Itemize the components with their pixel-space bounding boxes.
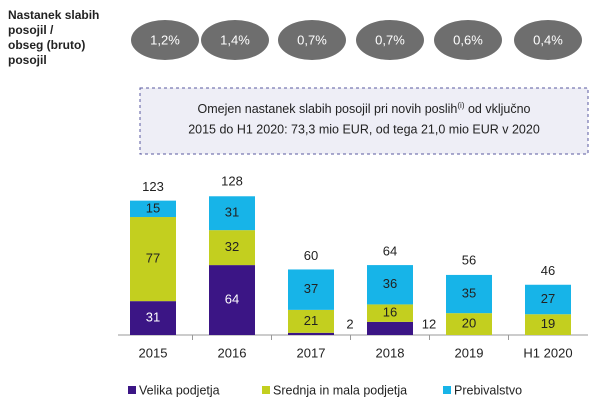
ratio-label: Nastanek slabih posojil / obseg (bruto) … (8, 8, 99, 67)
annotation: 2015 do H1 2020: 73,3 mio EUR, od tega 2… (188, 122, 540, 136)
x-tick-label: 2018 (376, 345, 405, 360)
bar-total: 46 (541, 263, 555, 278)
x-tick-label: 2015 (139, 345, 168, 360)
ratio-label-line: posojil / (8, 23, 54, 37)
annotation-text: Omejen nastanek slabih posojil pri novih… (198, 102, 458, 116)
ratio-ellipse (514, 20, 582, 60)
bar-value-label: 27 (541, 291, 555, 306)
bar-value-label: 12 (422, 316, 436, 331)
bar-value-label: 20 (462, 316, 476, 331)
ratio-ellipse (356, 20, 424, 60)
legend-label: Srednja in mala podjetja (273, 383, 407, 397)
bar-total: 56 (462, 252, 476, 267)
bar-segment (288, 269, 334, 310)
bar-segment (130, 301, 176, 335)
annotation: Omejen nastanek slabih posojil pri novih… (198, 101, 531, 116)
bar-segment (130, 217, 176, 302)
ratio-value: 1,2% (150, 32, 180, 47)
legend-label: Velika podjetja (139, 383, 220, 397)
ratio-value: 1,4% (220, 32, 250, 47)
bar-segment (367, 304, 413, 322)
legend-label: Prebivalstvo (454, 383, 522, 397)
legend-swatch (128, 386, 136, 394)
bar-value-label: 21 (304, 313, 318, 328)
bar-value-label: 32 (225, 239, 239, 254)
bar-segment (288, 309, 334, 333)
x-tick-label: H1 2020 (523, 345, 572, 360)
bar-value-label: 19 (541, 316, 555, 331)
bar-value-label: 64 (225, 291, 239, 306)
bar-value-label: 37 (304, 281, 318, 296)
bar-segment (525, 314, 571, 335)
ratio-value: 0,7% (375, 32, 405, 47)
ratio-ellipse (278, 20, 346, 60)
bar-segment (367, 265, 413, 305)
bar-segment (209, 196, 255, 231)
annotation-sup: (i) (457, 101, 464, 110)
ratio-label-line: Nastanek slabih (8, 8, 99, 22)
annotation-box (139, 87, 589, 155)
bar-segment (288, 332, 334, 335)
ratio-value: 0,6% (453, 32, 483, 47)
bar-segment (130, 200, 176, 218)
bar-value-label: 16 (383, 305, 397, 320)
ratio-ellipse (131, 20, 199, 60)
x-tick-label: 2016 (218, 345, 247, 360)
bar-value-label: 15 (146, 200, 160, 215)
ratio-value: 0,4% (533, 32, 563, 47)
bar-value-label: 2 (346, 316, 353, 331)
bar-segment (525, 284, 571, 315)
ratio-value: 0,7% (297, 32, 327, 47)
bar-segment (209, 265, 255, 335)
legend-swatch (262, 386, 270, 394)
ratio-label-line: posojil (8, 53, 47, 67)
bar-segment (209, 230, 255, 266)
bar-value-label: 31 (146, 310, 160, 325)
bar-segment (367, 321, 413, 335)
bar-total: 64 (383, 244, 397, 259)
bar-value-label: 36 (383, 276, 397, 291)
bar-value-label: 77 (146, 251, 160, 266)
bar-segment (446, 274, 492, 314)
x-tick-label: 2019 (455, 345, 484, 360)
ratio-ellipse (434, 20, 502, 60)
annotation-text: od vključno (464, 102, 530, 116)
ratio-label-line: obseg (bruto) (8, 38, 85, 52)
bar-value-label: 31 (225, 205, 239, 220)
legend-swatch (443, 386, 451, 394)
bar-segment (446, 313, 492, 335)
bar-value-label: 35 (462, 285, 476, 300)
bar-total: 123 (142, 179, 164, 194)
ratio-ellipse (201, 20, 269, 60)
x-tick-label: 2017 (297, 345, 326, 360)
bar-total: 60 (304, 248, 318, 263)
bar-total: 128 (221, 174, 243, 189)
